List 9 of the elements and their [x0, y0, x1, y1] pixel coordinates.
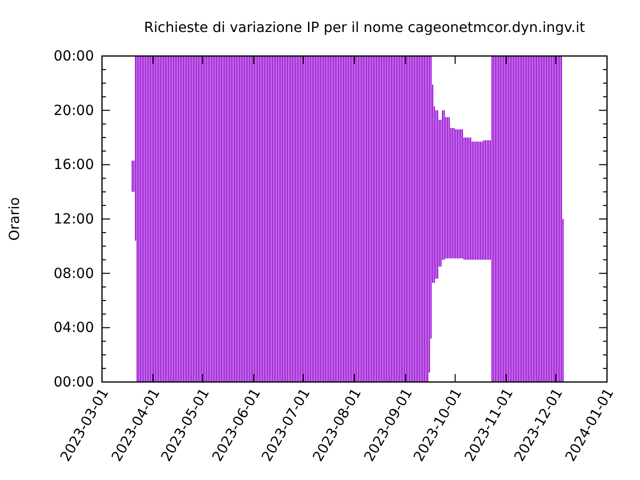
y-tick-label: 04:00	[54, 320, 94, 336]
y-tick-label: 00:00	[54, 374, 94, 390]
y-tick-label: 20:00	[54, 102, 94, 119]
y-tick-label: 00:00	[54, 48, 94, 64]
chart-title: Richieste di variazione IP per il nome cageonetmcor.dyn.ingv.it	[144, 20, 586, 36]
y-tick-label: 16:00	[54, 157, 94, 174]
y-tick-label: 12:00	[54, 211, 94, 228]
y-tick-label: 08:00	[54, 266, 94, 282]
y-axis-title: Orario	[7, 197, 23, 241]
